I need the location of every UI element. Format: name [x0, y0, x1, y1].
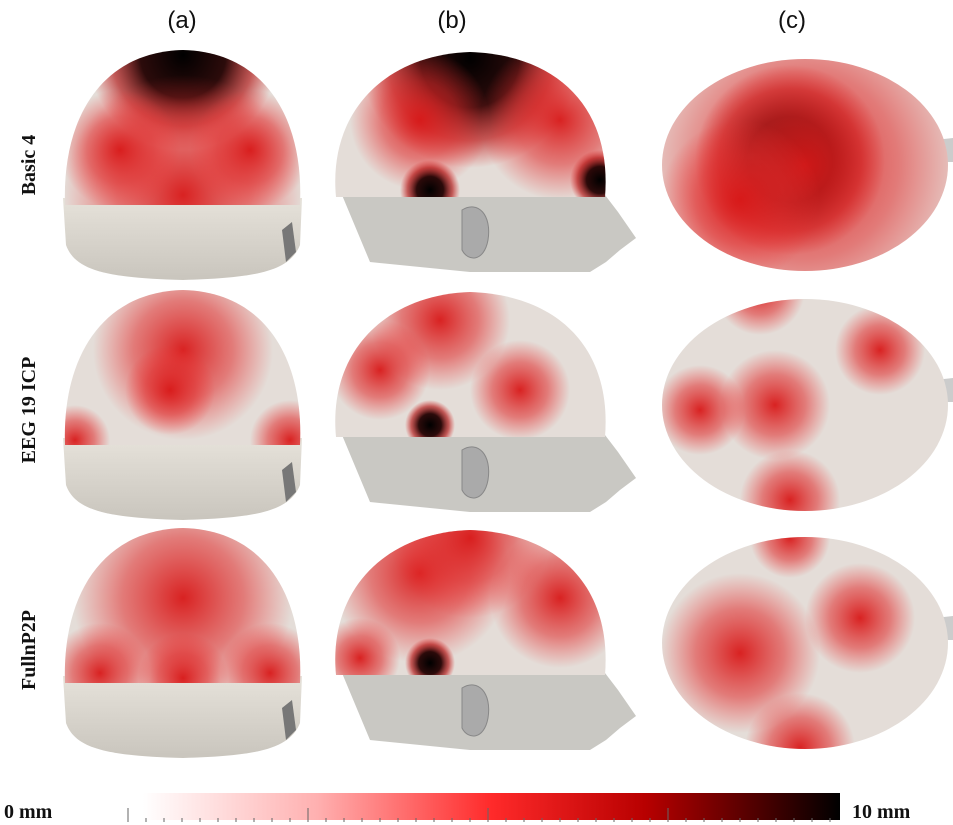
column-label: (a): [167, 7, 196, 34]
ear: [282, 462, 296, 502]
heat-spot: [570, 150, 606, 197]
colorbar-ticks: [127, 808, 831, 822]
heat-spot: [190, 90, 301, 205]
heat-spot: [405, 638, 455, 675]
heat-spot: [720, 350, 830, 460]
ear: [461, 206, 490, 259]
heat-spot: [480, 52, 606, 197]
heat-spot: [805, 563, 915, 673]
head-lower: [63, 198, 302, 280]
column-label: (c): [778, 7, 806, 34]
heat-spot: [662, 573, 820, 733]
heat-spot: [138, 633, 228, 683]
heatmap: [662, 537, 915, 749]
head-lower: [63, 438, 302, 520]
row-label: EEG 19 ICP: [18, 357, 40, 464]
ear: [461, 684, 490, 737]
heat-spot: [350, 52, 490, 190]
heatmap: [335, 530, 606, 675]
heat-spot: [335, 618, 400, 675]
heat-spot: [400, 160, 460, 197]
row-label: Basic 4: [18, 135, 40, 196]
heatmap: [64, 50, 301, 205]
heat-spot: [470, 340, 570, 437]
heat-spot: [745, 693, 855, 749]
heat-spot: [750, 537, 830, 578]
head-row: [63, 290, 953, 520]
heat-spot: [662, 120, 820, 271]
head-row: [63, 528, 953, 758]
row-label: FullnP2P: [18, 610, 40, 690]
heatmap: [662, 299, 925, 511]
colorbar-min-label: 0 mm: [4, 801, 53, 823]
colorbar: [143, 793, 840, 820]
heatmap: [662, 59, 948, 271]
heat-spot: [220, 623, 301, 683]
heat-spot: [125, 345, 215, 435]
heat-spot: [64, 623, 150, 683]
heatmap: [64, 528, 301, 683]
heat-spot: [740, 450, 840, 511]
colorbar-max-label: 10 mm: [852, 801, 911, 823]
ear: [461, 446, 490, 499]
column-label: (b): [437, 7, 466, 34]
head-lower: [63, 676, 302, 758]
heat-spot: [405, 400, 455, 437]
ear: [282, 700, 296, 740]
ear: [282, 222, 296, 262]
head-row: [63, 50, 953, 280]
head-renderings: [63, 50, 953, 758]
heat-spot: [662, 365, 745, 455]
heat-spot: [715, 299, 805, 335]
heat-spot: [250, 400, 301, 445]
heatmap: [350, 52, 606, 197]
heat-spot: [64, 405, 110, 445]
heat-spot: [390, 530, 550, 618]
heat-spot: [64, 90, 180, 205]
heatmap: [64, 290, 301, 445]
heat-spot: [835, 305, 925, 395]
